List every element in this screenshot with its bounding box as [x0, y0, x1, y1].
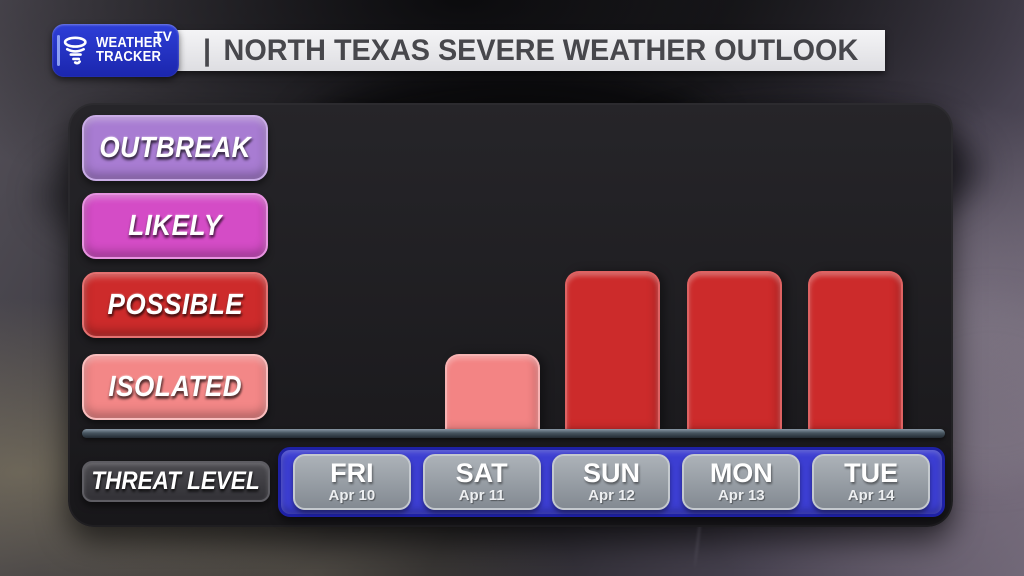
threat-bar-sun	[565, 271, 660, 431]
threat-level-label-box: THREAT LEVEL	[82, 461, 270, 502]
legend-pill-isolated: ISOLATED	[82, 354, 268, 420]
legend-label: LIKELY	[128, 209, 222, 242]
chart-baseline-axis	[82, 429, 945, 438]
brand-line1: WEATHER	[96, 35, 163, 51]
day-tile-tue: TUE Apr 14	[812, 454, 931, 510]
brand-line2: TRACKER	[96, 48, 162, 65]
weather-tracker-logo: WEATHER TRACKER TV	[52, 24, 179, 77]
tornado-icon	[63, 35, 87, 64]
title-text: NORTH TEXAS SEVERE WEATHER OUTLOOK	[223, 33, 859, 67]
legend-label: ISOLATED	[108, 370, 242, 403]
day-date: Apr 13	[717, 487, 765, 504]
page-title: | NORTH TEXAS SEVERE WEATHER OUTLOOK	[203, 34, 858, 68]
day-date: Apr 11	[458, 487, 505, 504]
day-tile-sat: SAT Apr 11	[422, 454, 541, 510]
day-tile-sun: SUN Apr 12	[552, 454, 671, 510]
day-name: SUN	[582, 458, 640, 488]
threat-bar-sat	[445, 354, 540, 431]
legend-label: OUTBREAK	[99, 131, 251, 164]
threat-bar-tue	[808, 271, 903, 431]
day-name: TUE	[844, 458, 899, 488]
threat-bar-mon	[687, 271, 782, 431]
title-separator: |	[203, 33, 212, 67]
day-date: Apr 10	[328, 487, 376, 504]
day-name: MON	[709, 458, 773, 488]
day-date: Apr 14	[847, 487, 895, 504]
legend-label: POSSIBLE	[107, 288, 243, 321]
day-date: Apr 12	[588, 487, 635, 504]
day-name: FRI	[330, 458, 374, 488]
day-name: SAT	[455, 458, 508, 488]
brand-name: WEATHER TRACKER	[96, 35, 163, 65]
tv-badge: TV	[154, 28, 172, 44]
day-tile-fri: FRI Apr 10	[292, 454, 411, 510]
legend-pill-likely: LIKELY	[82, 193, 268, 259]
legend-pill-possible: POSSIBLE	[82, 272, 268, 338]
legend-pill-outbreak: OUTBREAK	[82, 115, 268, 181]
logo-accent-bar	[57, 35, 60, 66]
threat-level-label: THREAT LEVEL	[91, 467, 261, 495]
day-tile-mon: MON Apr 13	[682, 454, 801, 510]
header-title-bar: | NORTH TEXAS SEVERE WEATHER OUTLOOK	[141, 30, 885, 71]
day-axis-strip: FRI Apr 10 SAT Apr 11 SUN Apr 12 MON Apr…	[278, 447, 945, 517]
